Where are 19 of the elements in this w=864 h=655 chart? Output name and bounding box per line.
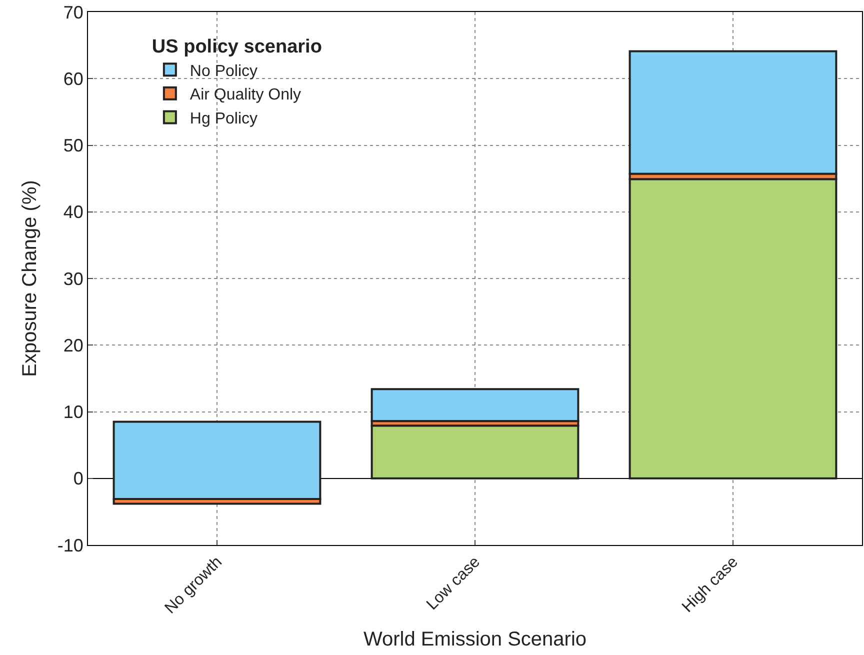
bar	[370, 388, 580, 422]
y-tick-label: 50	[63, 136, 84, 156]
x-axis-title: World Emission Scenario	[363, 628, 587, 651]
y-tick-label: 20	[63, 335, 84, 356]
y-tick-label: 40	[63, 202, 84, 222]
y-tick-label: 0	[73, 468, 84, 489]
y-tick-label: 30	[63, 268, 84, 289]
y-tick-label: 60	[63, 68, 84, 89]
bar	[112, 420, 322, 500]
legend-label: Air Quality Only	[190, 86, 302, 104]
legend-title: US policy scenario	[152, 36, 322, 58]
legend-label: Hg Policy	[190, 110, 258, 128]
bar	[628, 50, 838, 175]
y-tick-label: -10	[57, 535, 84, 556]
y-tick-label: 10	[63, 402, 84, 422]
x-tick-label: Low case	[424, 554, 484, 614]
legend-label: No Policy	[190, 62, 258, 80]
y-axis-title: Exposure Change (%)	[18, 180, 41, 377]
y-tick-label: 70	[63, 2, 84, 22]
